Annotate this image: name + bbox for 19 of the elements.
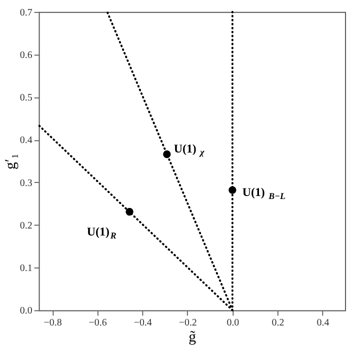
x-tick-label: 0.4 xyxy=(316,318,330,329)
annotation: U(1)χ xyxy=(174,141,206,158)
x-tick-label: −0.4 xyxy=(134,318,152,329)
y-tick-label: 0.5 xyxy=(20,92,32,104)
x-axis-title: g̃ xyxy=(188,330,197,346)
x-tick-label: −0.6 xyxy=(88,318,107,329)
x-tick-label: −0.2 xyxy=(178,318,197,329)
y-tick-label: 0.3 xyxy=(20,178,32,189)
y-tick-label: 0.2 xyxy=(20,220,32,232)
x-tick-label: 0.0 xyxy=(226,318,240,329)
y-axis-title: g′₁ xyxy=(2,154,19,170)
y-tick-label: 0.1 xyxy=(20,263,32,274)
y-tick-label: 0.6 xyxy=(20,50,32,62)
annotation: U(1)B−L xyxy=(242,185,286,201)
x-tick-label: −0.8 xyxy=(44,318,62,329)
y-tick-label: 0.7 xyxy=(20,7,32,18)
y-tick-label: 0.4 xyxy=(20,135,32,146)
x-tick-label: 0.2 xyxy=(272,318,284,329)
y-tick-label: 0.0 xyxy=(20,306,32,317)
